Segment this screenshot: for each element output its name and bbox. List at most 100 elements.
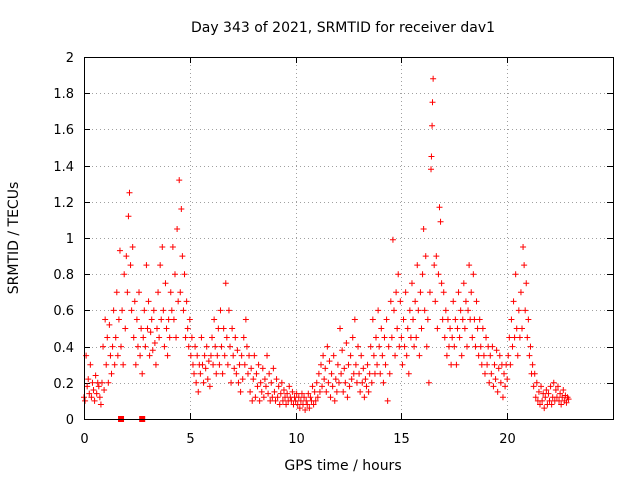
data-point [162,280,169,287]
data-point [191,370,198,377]
data-point [364,361,371,368]
data-point [142,343,149,350]
data-point [497,379,504,386]
data-point [418,325,425,332]
data-point [479,325,486,332]
data-point [213,370,220,377]
data-point [127,262,134,269]
x-axis-label: GPS time / hours [284,458,401,474]
data-point [292,397,299,404]
data-point [180,307,187,314]
data-point [527,343,534,350]
data-point [230,352,237,359]
data-point [218,343,225,350]
data-point [306,405,313,412]
data-point [203,343,210,350]
plot-frame [84,57,614,420]
data-point [424,316,431,323]
data-point [374,361,381,368]
data-point [515,307,522,314]
data-point [123,253,130,260]
data-point [381,334,388,341]
data-point [174,225,181,232]
data-point [85,376,92,383]
data-point [369,316,376,323]
data-point [231,365,238,372]
data-point [271,388,278,395]
data-point [462,298,469,305]
data-point [150,307,157,314]
data-point [243,343,250,350]
data-point [241,361,248,368]
data-point [247,388,254,395]
data-point [170,316,177,323]
data-point [466,262,473,269]
data-point [192,343,199,350]
data-point [114,352,121,359]
data-point [401,343,408,350]
tick-labels: 00.20.40.60.811.21.41.61.820 5 10 15 20 [53,51,515,447]
data-point [305,390,312,397]
data-point [309,383,316,390]
data-point [88,394,95,401]
data-point [91,397,98,404]
y-tick-label: 0 [66,413,74,428]
data-point [229,325,236,332]
data-point [529,361,536,368]
data-point [550,379,557,386]
data-point [362,376,369,383]
data-point [89,379,96,386]
data-point [412,298,419,305]
data-point [456,334,463,341]
data-point [330,352,337,359]
data-point [415,307,422,314]
data-point [438,280,445,287]
data-point [242,316,249,323]
data-point [367,343,374,350]
data-point [324,343,331,350]
data-point [422,253,429,260]
data-point [421,307,428,314]
data-point [552,387,559,394]
data-point [463,343,470,350]
y-tick-label: 1 [66,232,74,247]
y-tick-label: 0.6 [53,304,74,319]
data-point [100,343,107,350]
data-point [118,343,125,350]
data-point [453,361,460,368]
data-point [130,334,137,341]
data-point [96,394,103,401]
data-point [279,397,286,404]
data-point [215,325,222,332]
data-point [504,376,511,383]
data-point [216,361,223,368]
data-point [490,383,497,390]
data-point [297,397,304,404]
x-tick-label: 5 [186,432,194,447]
data-point [320,352,327,359]
data-point [312,397,319,404]
data-point [423,343,430,350]
data-point [181,271,188,278]
data-point [195,388,202,395]
data-point [429,122,436,129]
data-point [82,397,89,404]
data-point [368,379,375,386]
data-point [225,307,232,314]
data-point [459,316,466,323]
data-point [380,379,387,386]
data-point [343,339,350,346]
data-point [541,405,548,412]
data-point [434,325,441,332]
data-point [197,370,204,377]
data-point [97,401,104,408]
data-point [182,334,189,341]
data-point [110,307,117,314]
data-point [361,394,368,401]
data-point [202,365,209,372]
data-point [511,334,518,341]
data-point [370,352,377,359]
data-point [214,352,221,359]
y-tick-label: 1.8 [53,87,74,102]
data-point [205,358,212,365]
